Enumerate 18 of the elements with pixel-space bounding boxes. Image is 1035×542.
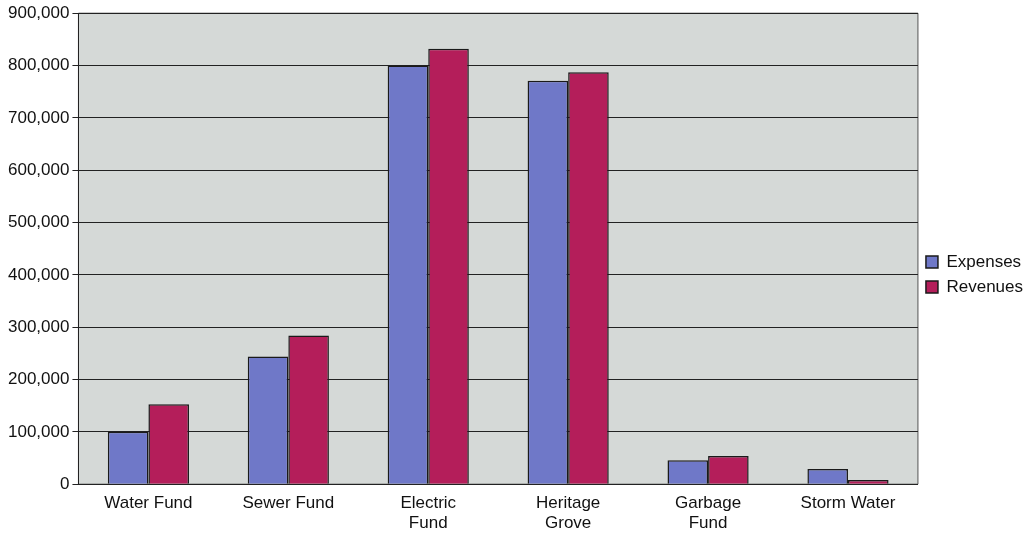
y-tick-label: 400,000 (8, 264, 70, 284)
x-tick-label: Sewer Fund (242, 493, 335, 513)
y-tick-label: 700,000 (8, 107, 70, 127)
x-tick-label: Storm Water (800, 493, 896, 513)
x-tick-label: Electric Fund (400, 493, 457, 533)
y-tick-label: 900,000 (8, 2, 70, 22)
x-tick-label: Garbage Fund (674, 493, 742, 533)
y-tick-label: 500,000 (8, 212, 70, 232)
y-tick-label: 0 (59, 473, 70, 493)
y-tick-label: 800,000 (8, 55, 70, 75)
legend-label: Expenses (946, 251, 1022, 271)
y-tick-label: 300,000 (8, 316, 70, 336)
x-tick-label: Water Fund (104, 493, 193, 513)
x-tick-label: Heritage Grove (536, 493, 601, 533)
y-tick-label: 600,000 (8, 159, 70, 179)
y-tick-label: 200,000 (8, 369, 70, 389)
legend-label: Revenues (946, 276, 1024, 296)
y-tick-label: 100,000 (8, 421, 70, 441)
